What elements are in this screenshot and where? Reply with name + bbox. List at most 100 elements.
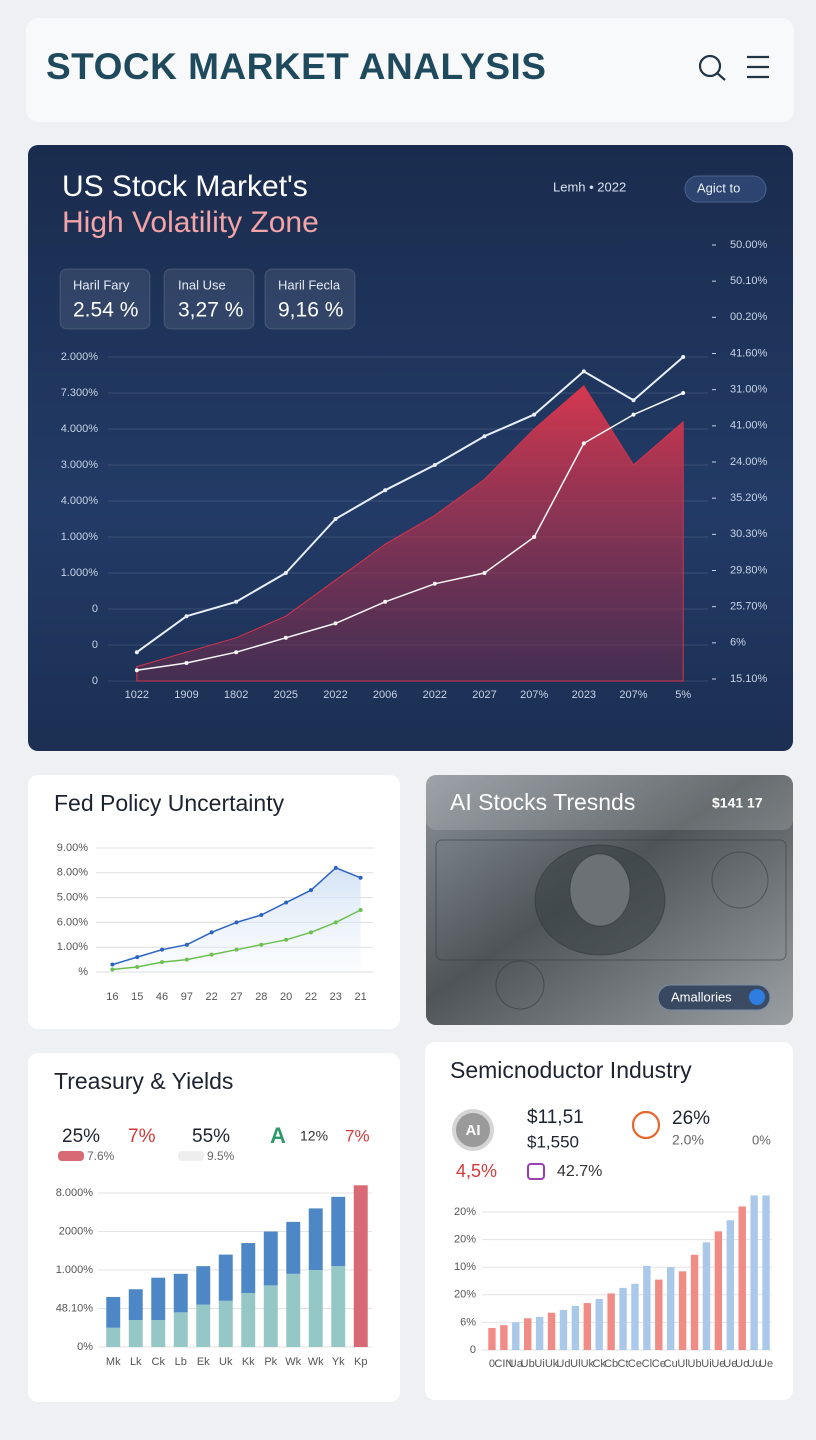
bar	[631, 1283, 639, 1350]
point	[581, 369, 586, 374]
bar	[286, 1273, 301, 1347]
point	[333, 621, 338, 626]
point	[234, 947, 239, 952]
point	[160, 960, 165, 965]
x-tick-label: 21	[354, 991, 366, 1003]
y-tick-label: 6.00%	[57, 916, 88, 928]
big-stat: 26%	[672, 1108, 710, 1129]
x-tick-label: 16	[106, 991, 118, 1003]
bar	[128, 1289, 143, 1321]
small-stat: 9.5%	[207, 1149, 235, 1163]
stat-pill	[178, 1151, 204, 1161]
bar	[241, 1293, 256, 1347]
x-tick-label: Lb	[175, 1356, 187, 1368]
x-tick-label: 1909	[174, 689, 198, 701]
ai-button-label[interactable]: Amallories	[671, 989, 732, 1004]
ai-button[interactable]	[657, 984, 771, 1011]
ai-title-bar	[426, 775, 793, 830]
y-tick-label: 7.300%	[61, 387, 99, 399]
x-tick-label: 15	[131, 991, 143, 1003]
y-tick-label: 6%	[460, 1316, 476, 1328]
point	[308, 930, 313, 935]
bar	[286, 1221, 301, 1274]
x-tick-label: Ul	[570, 1358, 580, 1370]
line	[136, 356, 684, 654]
x-tick-label: Cb	[604, 1358, 618, 1370]
x-tick-label: 2006	[373, 689, 397, 701]
point	[284, 937, 289, 942]
y-tick-label: 3.000%	[61, 459, 99, 471]
ai-price: $141 17	[712, 795, 763, 811]
x-tick-label: Ua	[509, 1358, 524, 1370]
big-stat: 4,5%	[456, 1161, 497, 1181]
card-title: Treasury & Yields	[54, 1068, 233, 1094]
bar	[173, 1312, 188, 1347]
bar	[607, 1293, 615, 1350]
bar	[106, 1327, 121, 1347]
x-tick-label: 2023	[572, 689, 596, 701]
x-tick-label: Ui	[534, 1358, 544, 1370]
y2-tick-label: 35.20%	[730, 492, 768, 504]
search-icon[interactable]	[698, 54, 726, 81]
point	[581, 441, 586, 446]
x-tick-label: 23	[330, 991, 342, 1003]
small-stat: 7.6%	[87, 1149, 115, 1163]
x-tick-label: Mk	[106, 1356, 121, 1368]
bar	[702, 1242, 711, 1350]
point	[184, 957, 189, 962]
bar	[151, 1277, 166, 1321]
point	[631, 412, 636, 417]
y-tick-label: 9.00%	[57, 842, 88, 854]
bar	[726, 1220, 734, 1350]
x-tick-label: 2027	[472, 689, 496, 701]
hero-date: Lemh • 2022	[553, 179, 626, 194]
x-tick-label: Wk	[308, 1356, 324, 1368]
point	[308, 888, 313, 893]
y2-tick-label: 25.70%	[730, 601, 768, 613]
point	[358, 908, 363, 912]
hero-button[interactable]	[684, 175, 767, 203]
big-stat: A	[270, 1123, 286, 1148]
point	[160, 947, 165, 952]
bar	[151, 1320, 166, 1347]
point	[283, 571, 288, 575]
x-tick-label: Uu	[747, 1358, 761, 1370]
y2-tick-label: 15.10%	[730, 673, 768, 685]
stat-value: 3,27 %	[178, 299, 243, 322]
y2-tick-label: 29.80%	[730, 564, 768, 576]
bar	[547, 1312, 556, 1350]
bar	[263, 1231, 278, 1286]
bar	[559, 1309, 568, 1350]
bar	[583, 1303, 591, 1350]
point	[135, 955, 140, 960]
point	[234, 599, 239, 604]
ai-button-icon[interactable]	[749, 989, 765, 1005]
x-tick-label: 2022	[423, 689, 447, 701]
bar	[353, 1185, 368, 1347]
bar	[500, 1325, 508, 1350]
x-tick-label: Ui	[701, 1358, 711, 1370]
big-stat: 25%	[62, 1126, 100, 1147]
x-tick-label: 2025	[274, 689, 298, 701]
y2-tick-label: 24.00%	[730, 456, 768, 468]
point	[358, 875, 363, 880]
x-tick-label: 27	[230, 991, 242, 1003]
point	[532, 412, 537, 417]
stat-value: 2.54 %	[73, 299, 138, 322]
big-stat: 7%	[128, 1126, 156, 1147]
bar	[595, 1298, 603, 1350]
menu-icon[interactable]	[747, 55, 769, 79]
y-tick-label: 8.000%	[56, 1187, 94, 1199]
x-tick-label: CIN	[494, 1358, 513, 1370]
stat-label: Haril Fecla	[278, 277, 341, 292]
y2-tick-label: 30.30%	[730, 528, 768, 540]
hero-button-label[interactable]: Agict to	[697, 180, 740, 195]
bar	[762, 1195, 770, 1350]
bar	[667, 1267, 675, 1350]
hero-title: US Stock Market's	[62, 170, 308, 203]
x-tick-label: Cu	[664, 1358, 678, 1370]
point	[234, 920, 239, 925]
point	[135, 965, 140, 970]
bar	[196, 1266, 211, 1305]
